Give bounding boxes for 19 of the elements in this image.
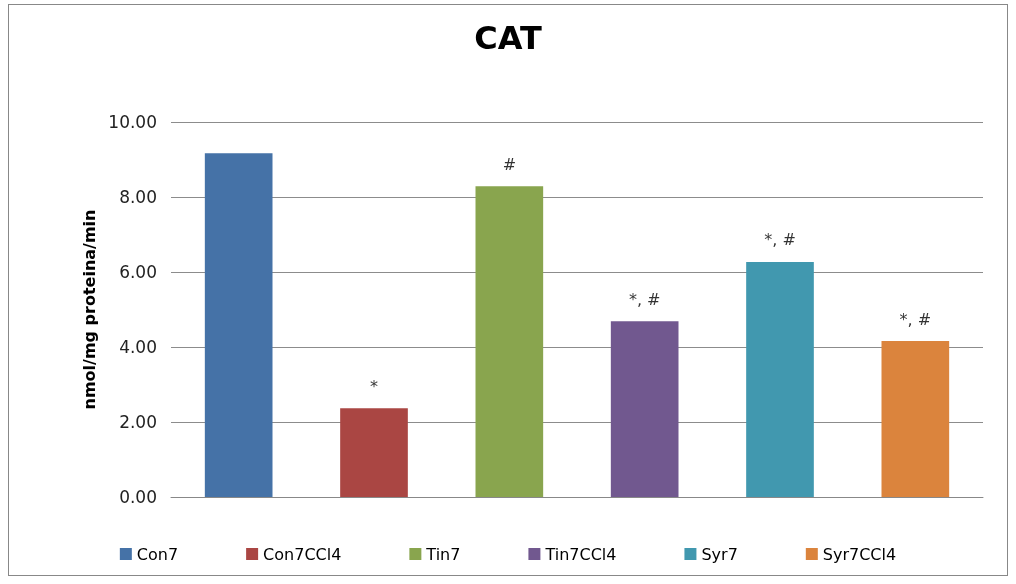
- y-tick-label: 4.00: [119, 337, 157, 357]
- y-tick-label: 2.00: [119, 412, 157, 432]
- y-tick-label: 10.00: [108, 112, 157, 132]
- y-tick-label: 8.00: [119, 187, 157, 207]
- legend-label: Tin7CCl4: [544, 544, 617, 564]
- legend-label: Con7CCl4: [263, 544, 342, 564]
- legend-label: Con7: [136, 544, 179, 564]
- annotation: *, #: [628, 289, 661, 309]
- legend-label: Syr7CCl4: [822, 544, 897, 564]
- legend-label: Syr7: [701, 544, 738, 564]
- y-tick-label: 0.00: [119, 487, 157, 507]
- annotation: #: [502, 154, 517, 174]
- legend-label: Tin7: [425, 544, 461, 564]
- y-tick-label: 6.00: [119, 262, 157, 282]
- annotation: *, #: [764, 230, 796, 250]
- y-axis-title: nmol/mg proteina/min: [79, 209, 99, 410]
- annotation: *, #: [899, 309, 932, 329]
- chart-title: CAT: [474, 19, 542, 57]
- annotation: *: [370, 376, 378, 396]
